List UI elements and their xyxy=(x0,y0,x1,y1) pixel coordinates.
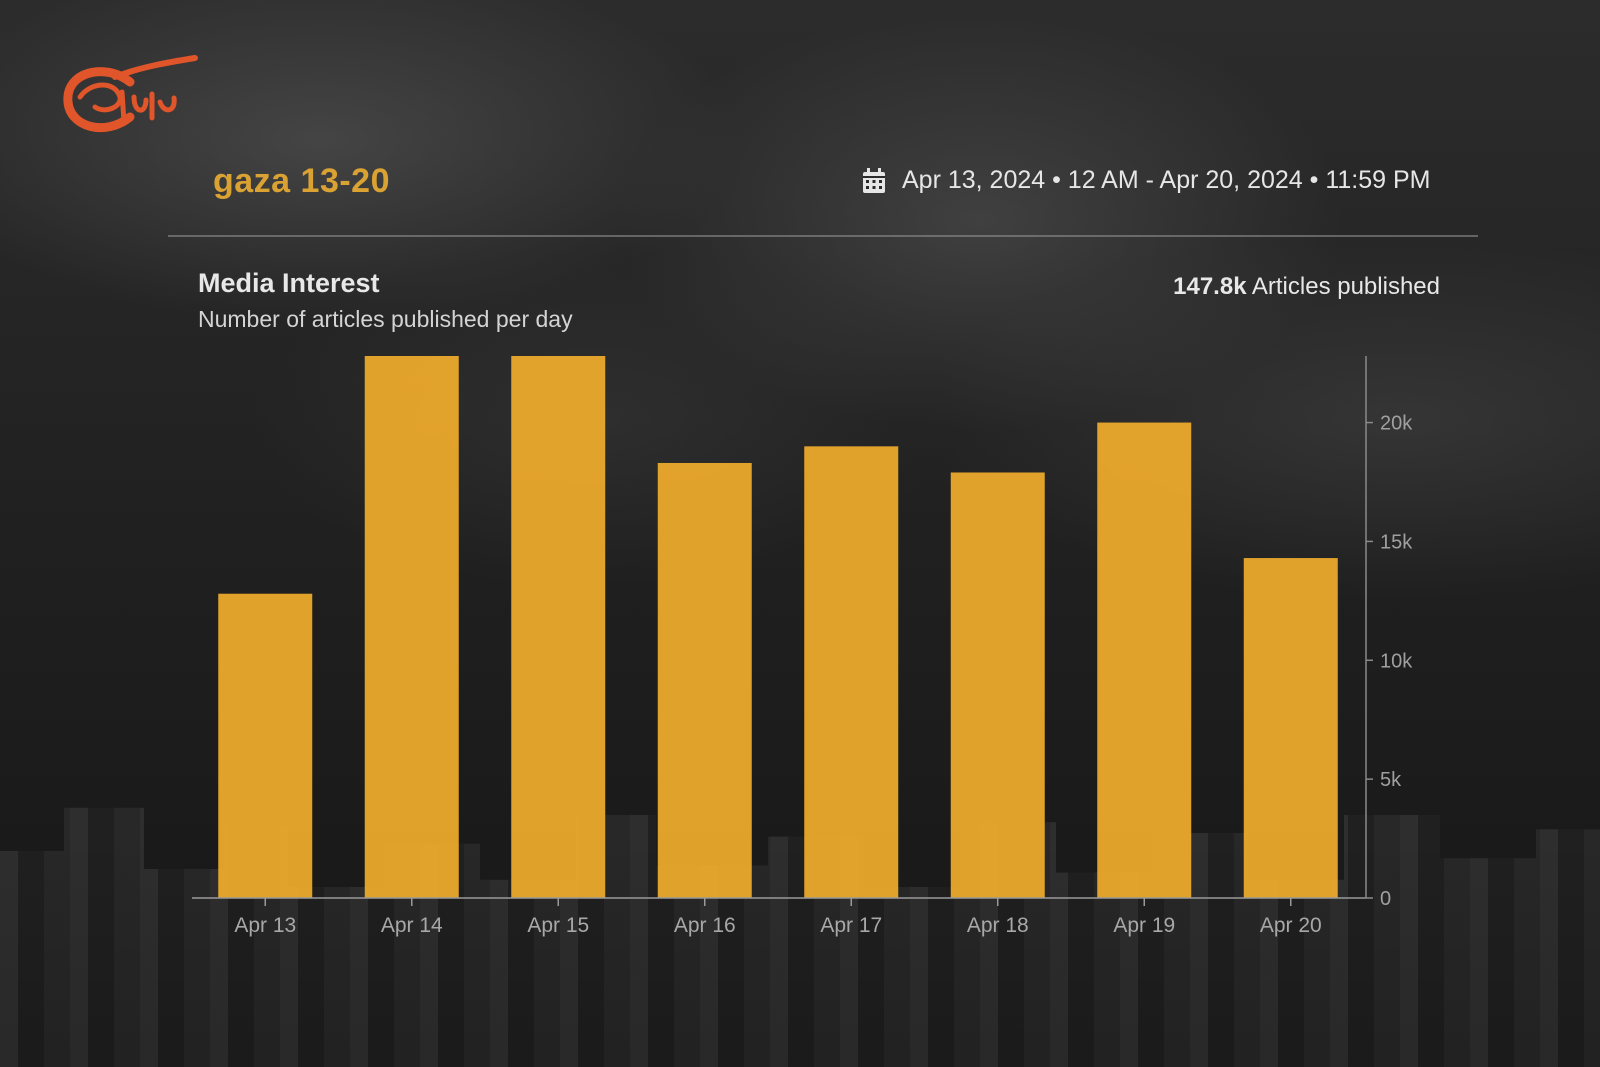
calendar-icon xyxy=(863,167,885,193)
bar-apr-13 xyxy=(218,593,313,898)
chart-subtitle: Number of articles published per day xyxy=(198,306,573,332)
bar-apr-19 xyxy=(1097,422,1192,898)
report-title: gaza 13-20 xyxy=(213,162,390,200)
y-tick-label: 0 xyxy=(1380,888,1391,910)
bar-apr-14 xyxy=(364,356,459,898)
x-tick-label: Apr 17 xyxy=(820,914,882,937)
x-tick-label: Apr 18 xyxy=(967,914,1029,937)
bar-apr-16 xyxy=(657,462,752,898)
header-divider xyxy=(168,235,1478,237)
bar-apr-15 xyxy=(511,356,606,898)
summary-value: 147.8k xyxy=(1173,273,1247,300)
x-tick-label: Apr 19 xyxy=(1113,914,1175,937)
channel-logo xyxy=(63,55,198,133)
y-tick-label: 5k xyxy=(1380,769,1402,791)
articles-summary: 147.8k Articles published xyxy=(1173,273,1440,301)
x-tick-label: Apr 20 xyxy=(1260,914,1322,937)
x-tick-label: Apr 15 xyxy=(527,914,589,937)
bar-apr-18 xyxy=(950,472,1045,898)
x-tick-label: Apr 13 xyxy=(234,914,296,937)
y-tick-label: 10k xyxy=(1380,650,1413,672)
y-tick-label: 15k xyxy=(1380,531,1413,553)
y-tick-label: 20k xyxy=(1380,413,1413,435)
date-range-text: Apr 13, 2024 • 12 AM - Apr 20, 2024 • 11… xyxy=(902,166,1431,194)
bar-apr-20 xyxy=(1243,558,1338,898)
date-range: Apr 13, 2024 • 12 AM - Apr 20, 2024 • 11… xyxy=(862,166,1430,195)
bar-apr-17 xyxy=(804,446,899,898)
summary-label: Articles published xyxy=(1251,273,1440,300)
x-tick-label: Apr 14 xyxy=(381,914,443,937)
chart-title: Media Interest xyxy=(198,268,380,298)
x-tick-label: Apr 16 xyxy=(674,914,736,937)
